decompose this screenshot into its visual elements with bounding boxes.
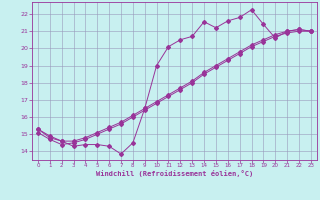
- X-axis label: Windchill (Refroidissement éolien,°C): Windchill (Refroidissement éolien,°C): [96, 170, 253, 177]
